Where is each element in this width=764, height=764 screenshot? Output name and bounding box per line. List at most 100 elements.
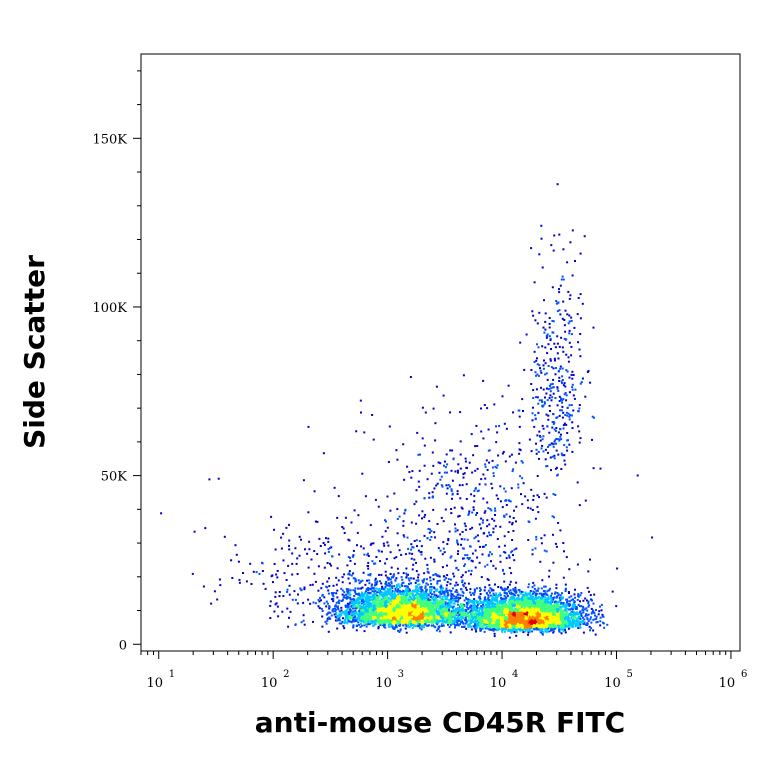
event-point xyxy=(400,583,403,586)
event-point xyxy=(364,612,367,615)
event-point xyxy=(368,582,371,585)
event-point xyxy=(411,568,414,571)
event-point xyxy=(423,578,426,581)
event-point xyxy=(374,577,377,580)
event-point xyxy=(371,615,374,618)
event-point xyxy=(442,605,445,608)
event-point xyxy=(357,602,360,605)
event-point xyxy=(389,605,392,608)
event-point xyxy=(378,612,381,615)
event-point xyxy=(335,601,338,604)
event-point xyxy=(403,595,406,598)
event-point xyxy=(372,587,375,590)
event-point xyxy=(507,586,509,589)
event-point xyxy=(420,593,423,596)
event-point xyxy=(418,619,421,622)
event-point xyxy=(395,619,398,622)
event-point xyxy=(418,618,421,621)
event-point xyxy=(415,561,417,564)
event-point xyxy=(391,617,394,620)
event-point xyxy=(448,619,451,622)
event-point xyxy=(465,589,468,591)
event-point xyxy=(541,579,544,582)
event-point xyxy=(438,618,441,621)
event-point xyxy=(355,607,358,610)
event-point xyxy=(527,633,529,636)
event-point xyxy=(423,596,426,599)
event-point xyxy=(422,620,425,623)
event-point xyxy=(378,607,381,610)
event-point xyxy=(457,593,460,596)
event-point xyxy=(415,585,417,588)
event-point xyxy=(441,619,444,622)
event-point xyxy=(611,590,614,593)
event-point xyxy=(410,597,413,600)
event-point xyxy=(403,590,406,592)
event-point xyxy=(364,620,367,623)
event-point xyxy=(410,610,413,613)
event-point xyxy=(362,615,365,618)
event-point xyxy=(417,608,420,611)
event-point xyxy=(360,619,363,622)
event-point xyxy=(416,602,419,605)
event-point xyxy=(406,620,409,623)
event-point xyxy=(434,602,437,605)
event-point xyxy=(346,615,349,618)
event-point xyxy=(425,612,428,615)
event-point xyxy=(442,600,445,603)
event-point xyxy=(384,610,387,613)
event-point xyxy=(340,612,343,615)
event-point xyxy=(420,628,423,631)
event-point xyxy=(413,590,416,593)
event-point xyxy=(365,598,368,601)
event-point xyxy=(538,592,541,595)
event-point xyxy=(345,610,348,612)
event-point xyxy=(368,596,371,599)
event-point xyxy=(342,598,344,601)
event-point xyxy=(423,613,426,616)
event-point xyxy=(386,609,388,612)
event-point xyxy=(384,601,386,604)
event-point xyxy=(418,601,421,604)
event-point xyxy=(477,620,480,623)
event-point xyxy=(400,599,403,601)
event-point xyxy=(402,589,405,592)
event-point xyxy=(369,591,372,594)
event-point xyxy=(325,605,328,608)
event-point xyxy=(416,591,418,594)
event-point xyxy=(453,623,456,625)
event-point xyxy=(357,593,360,596)
event-point xyxy=(432,602,435,605)
event-point xyxy=(430,617,433,620)
event-point xyxy=(437,616,440,619)
event-point xyxy=(337,608,340,611)
event-point xyxy=(388,607,391,610)
event-point xyxy=(392,574,395,577)
event-point xyxy=(361,591,363,594)
event-point xyxy=(425,607,428,610)
event-point xyxy=(343,591,346,594)
event-point xyxy=(389,619,392,622)
event-point xyxy=(340,606,343,609)
event-point xyxy=(408,606,411,609)
event-point xyxy=(408,626,411,629)
event-point xyxy=(443,616,446,618)
event-point xyxy=(342,625,345,628)
event-point xyxy=(403,598,406,601)
event-point xyxy=(374,608,377,611)
event-point xyxy=(439,599,442,602)
event-point xyxy=(363,593,366,596)
event-point xyxy=(397,606,400,609)
event-point xyxy=(489,600,492,603)
event-point xyxy=(420,602,423,605)
event-point xyxy=(428,602,431,605)
event-point xyxy=(455,618,458,620)
event-point xyxy=(382,599,385,601)
event-point xyxy=(377,618,380,621)
event-point xyxy=(407,604,410,607)
event-point xyxy=(395,604,398,607)
event-point xyxy=(381,603,384,606)
event-point xyxy=(397,624,400,627)
event-point xyxy=(344,606,347,608)
event-point xyxy=(390,614,393,617)
